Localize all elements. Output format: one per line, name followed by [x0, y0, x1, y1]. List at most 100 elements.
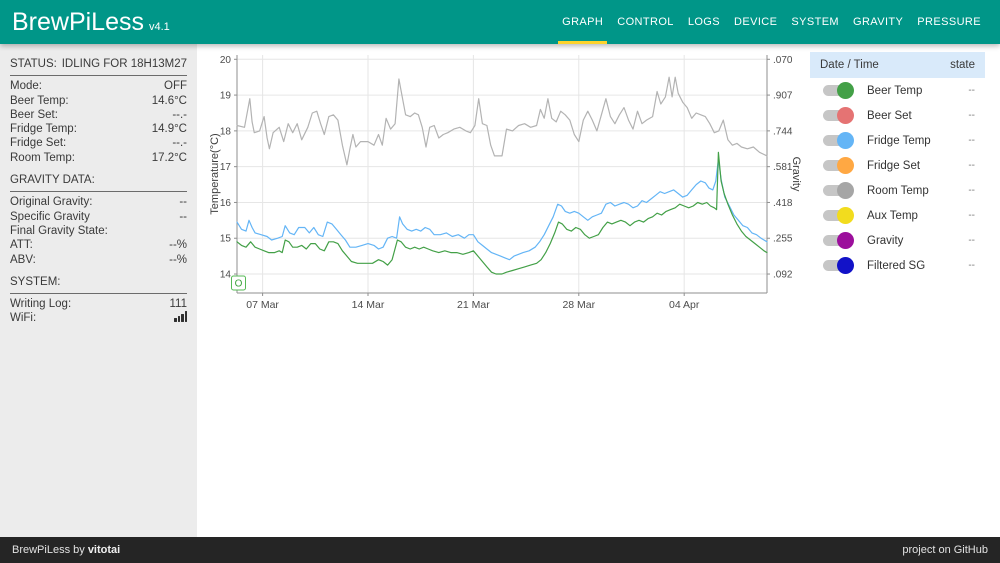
toggle-filtered-sg[interactable]	[823, 257, 854, 274]
nav-tab-graph[interactable]: GRAPH	[555, 0, 610, 44]
field-label: STATUS:	[10, 58, 57, 70]
field-value	[174, 311, 187, 326]
toggle-knob	[837, 232, 854, 249]
footer-author-link[interactable]: vitotai	[87, 544, 121, 556]
brand: BrewPiLess v4.1	[12, 8, 170, 37]
y2-tick-label: .744	[773, 126, 793, 137]
legend-row-aux-temp: Aux Temp --	[810, 203, 985, 228]
toggle-knob	[837, 82, 854, 99]
toggle-track	[823, 110, 850, 121]
status-row: Beer Temp: 14.6°C	[10, 94, 187, 108]
field-label: Room Temp:	[10, 151, 75, 164]
status-row: ATT: --%	[10, 238, 187, 252]
legend-row-beer-set: Beer Set --	[810, 103, 985, 128]
sidebar-sections: STATUS: IDLING FOR 18H13M27 Mode: OFF Beer T…	[10, 57, 187, 327]
legend-rows: Beer Temp -- Beer Set -- Fridge Temp -- Fridge…	[810, 78, 985, 278]
legend-row-gravity: Gravity --	[810, 228, 985, 253]
footer-credit: BrewPiLess by vitotai	[12, 544, 120, 556]
y-tick-label: 16	[220, 198, 232, 209]
y2-tick-label: .418	[773, 198, 793, 209]
legend-label: Room Temp	[867, 184, 929, 197]
toggle-gravity[interactable]	[823, 232, 854, 249]
nav-tab-control[interactable]: CONTROL	[617, 16, 674, 28]
field-label: Mode:	[10, 80, 42, 93]
toggle-track	[823, 210, 850, 221]
series-legend-panel: Date / Time state Beer Temp -- Beer Set -- F…	[810, 52, 985, 278]
toggle-fridge-temp[interactable]	[823, 132, 854, 149]
legend-row-fridge-temp: Fridge Temp --	[810, 128, 985, 153]
legend-state-value: --	[968, 110, 975, 121]
x-tick-label: 07 Mar	[246, 299, 279, 311]
field-value: IDLING FOR 18H13M27	[61, 58, 187, 70]
app-footer: BrewPiLess by vitotai project on GitHub	[0, 537, 1000, 563]
field-label: Original Gravity:	[10, 196, 93, 209]
toggle-knob	[837, 182, 854, 199]
status-row: Room Temp: 17.2°C	[10, 151, 187, 165]
sidebar-section: STATUS: IDLING FOR 18H13M27 Mode: OFF Beer T…	[10, 57, 187, 165]
toggle-knob	[837, 157, 854, 174]
status-row: WiFi:	[10, 311, 187, 326]
toggle-knob	[837, 207, 854, 224]
field-value: 17.2°C	[151, 151, 187, 164]
field-label: SYSTEM:	[10, 275, 61, 288]
field-label: Beer Temp:	[10, 94, 69, 107]
temperature-gravity-chart[interactable]: 20 .070 19 .907 18 .744 17 .581 16 .418 15 .255 14 .0…	[205, 49, 805, 319]
field-label: Final Gravity State:	[10, 224, 108, 237]
toggle-knob	[837, 107, 854, 124]
field-label: ABV:	[10, 253, 36, 266]
app-header: BrewPiLess v4.1 GRAPH CONTROL LOGS DEVICE SY…	[0, 0, 1000, 44]
nav-tab-system[interactable]: SYSTEM	[791, 16, 839, 28]
legend-label: Gravity	[867, 234, 904, 247]
field-value: 111	[169, 298, 187, 311]
legend-label: Fridge Temp	[867, 134, 931, 147]
main-content: 20 .070 19 .907 18 .744 17 .581 16 .418 15 .255 14 .0…	[197, 44, 1000, 537]
legend-state-value: --	[968, 260, 975, 271]
y-axis-title: Temperature(°C)	[209, 133, 221, 214]
series-line-beer-temp	[236, 151, 768, 275]
legend-state-value: --	[968, 135, 975, 146]
section-divider	[10, 191, 187, 193]
main-nav: GRAPH CONTROL LOGS DEVICE SYSTEM GRAVITY PRESS…	[555, 0, 988, 44]
legend-header: Date / Time state	[810, 52, 985, 78]
toggle-track	[823, 85, 850, 96]
legend-label: Filtered SG	[867, 259, 926, 272]
section-divider	[10, 293, 187, 295]
toggle-track	[823, 235, 850, 246]
toggle-beer-temp[interactable]	[823, 82, 854, 99]
nav-tab-device[interactable]: DEVICE	[734, 16, 778, 28]
app-version: v4.1	[149, 20, 170, 33]
status-row: Final Gravity State:	[10, 224, 187, 238]
status-row: Beer Set: --.-	[10, 108, 187, 122]
legend-state-value: --	[968, 235, 975, 246]
field-value: --.-	[172, 108, 187, 121]
wifi-signal-icon	[174, 311, 187, 323]
toggle-aux-temp[interactable]	[823, 207, 854, 224]
field-value: --.-	[172, 137, 187, 150]
legend-header-state: state	[950, 59, 975, 71]
field-label: Fridge Set:	[10, 137, 67, 150]
y2-tick-label: .255	[773, 234, 793, 245]
nav-tab-gravity[interactable]: GRAVITY	[853, 16, 904, 28]
sidebar-section: SYSTEM: Writing Log: 111 WiFi:	[10, 275, 187, 327]
legend-state-value: --	[968, 85, 975, 96]
nav-tab-logs[interactable]: LOGS	[687, 16, 720, 28]
x-tick-label: 28 Mar	[562, 299, 595, 311]
nav-tab-pressure[interactable]: PRESSURE	[917, 16, 981, 28]
toggle-fridge-set[interactable]	[823, 157, 854, 174]
reset-zoom-button[interactable]	[231, 275, 246, 291]
status-row: Fridge Set: --.-	[10, 136, 187, 150]
field-label: Fridge Temp:	[10, 123, 77, 136]
y-tick-label: 18	[220, 126, 232, 137]
toggle-beer-set[interactable]	[823, 107, 854, 124]
y2-tick-label: .092	[773, 270, 793, 281]
status-row: Writing Log: 111	[10, 297, 187, 311]
legend-row-room-temp: Room Temp --	[810, 178, 985, 203]
toggle-room-temp[interactable]	[823, 182, 854, 199]
field-label: Beer Set:	[10, 108, 58, 121]
y2-tick-label: .907	[773, 91, 793, 102]
status-row: Original Gravity: --	[10, 195, 187, 209]
y-tick-label: 17	[220, 162, 232, 173]
footer-github-link[interactable]: project on GitHub	[902, 544, 988, 556]
field-label: Writing Log:	[10, 298, 72, 311]
status-row: Fridge Temp: 14.9°C	[10, 122, 187, 136]
